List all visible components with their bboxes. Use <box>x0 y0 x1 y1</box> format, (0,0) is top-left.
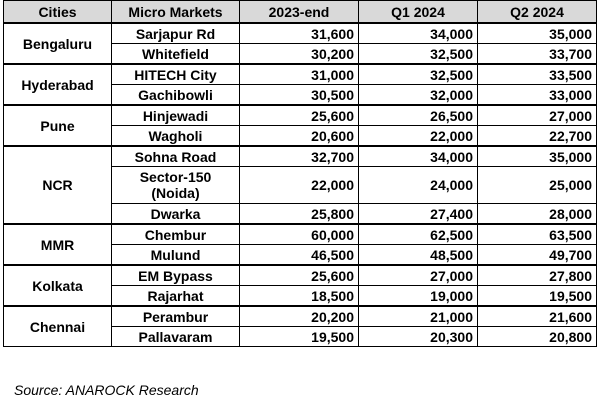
market-cell: Hinjewadi <box>111 104 240 126</box>
value-q2-cell: 28,000 <box>477 203 597 225</box>
table-row: MMR Chembur 60,000 62,500 63,500 <box>3 223 597 266</box>
value-q1-cell: 32,000 <box>358 84 478 106</box>
value-q2-cell: 22,700 <box>477 125 597 147</box>
value-2023-cell: 20,200 <box>239 305 359 327</box>
city-cell-pune: Pune <box>3 104 112 147</box>
market-cell: Dwarka <box>111 203 240 225</box>
table-header: Cities Micro Markets 2023-end Q1 2024 Q2… <box>3 0 597 24</box>
source-note: Source: ANAROCK Research <box>14 382 199 398</box>
header-q1-2024: Q1 2024 <box>358 0 478 24</box>
value-q2-cell: 33,500 <box>477 63 597 85</box>
market-cell: Sector-150 (Noida) <box>111 166 240 204</box>
value-2023-cell: 31,600 <box>239 22 359 44</box>
market-cell: Gachibowli <box>111 84 240 106</box>
value-2023-cell: 19,500 <box>239 326 359 347</box>
value-q2-cell: 19,500 <box>477 285 597 307</box>
market-cell: Whitefield <box>111 43 240 65</box>
value-2023-cell: 60,000 <box>239 223 359 245</box>
table-row: NCR Sohna Road 32,700 34,000 35,000 <box>3 145 597 225</box>
value-q2-cell: 21,600 <box>477 305 597 327</box>
value-q2-cell: 35,000 <box>477 22 597 44</box>
table-row: Dwarka 25,800 27,400 28,000 <box>4 203 597 225</box>
value-2023-cell: 22,000 <box>239 166 359 204</box>
value-q2-cell: 20,800 <box>477 326 597 347</box>
city-cell-mmr: MMR <box>3 223 112 266</box>
table-row: Mulund 46,500 48,500 49,700 <box>4 244 597 266</box>
price-table: Cities Micro Markets 2023-end Q1 2024 Q2… <box>3 0 597 347</box>
market-cell: Sarjapur Rd <box>111 22 240 44</box>
table-row: Bengaluru Sarjapur Rd 31,600 34,000 35,0… <box>3 22 597 65</box>
value-q1-cell: 27,400 <box>358 203 478 225</box>
value-2023-cell: 25,800 <box>239 203 359 225</box>
table-body: Bengaluru Sarjapur Rd 31,600 34,000 35,0… <box>3 22 597 347</box>
value-q2-cell: 27,000 <box>477 104 597 126</box>
table-row: Pune Hinjewadi 25,600 26,500 27,000 <box>3 104 597 147</box>
value-q1-cell: 24,000 <box>358 166 478 204</box>
city-cell-kolkata: Kolkata <box>3 264 112 307</box>
market-cell: HITECH City <box>111 63 240 85</box>
table-container: Cities Micro Markets 2023-end Q1 2024 Q2… <box>3 0 597 347</box>
value-q2-cell: 49,700 <box>477 244 597 266</box>
market-cell: Mulund <box>111 244 240 266</box>
value-q1-cell: 34,000 <box>358 22 478 44</box>
market-cell: EM Bypass <box>111 264 240 286</box>
city-cell-bengaluru: Bengaluru <box>3 22 112 65</box>
table-row: Hyderabad HITECH City 31,000 32,500 33,5… <box>3 63 597 106</box>
value-q2-cell: 33,700 <box>477 43 597 65</box>
value-q1-cell: 48,500 <box>358 244 478 266</box>
table-row: Sector-150 (Noida) 22,000 24,000 25,000 <box>4 166 597 204</box>
value-2023-cell: 30,200 <box>239 43 359 65</box>
table-row: Kolkata EM Bypass 25,600 27,000 27,800 <box>3 264 597 307</box>
table-row: Wagholi 20,600 22,000 22,700 <box>4 125 597 147</box>
value-q1-cell: 20,300 <box>358 326 478 347</box>
header-cities: Cities <box>3 0 112 24</box>
value-q1-cell: 27,000 <box>358 264 478 286</box>
city-cell-chennai: Chennai <box>3 305 112 347</box>
value-2023-cell: 30,500 <box>239 84 359 106</box>
value-q1-cell: 22,000 <box>358 125 478 147</box>
value-q2-cell: 27,800 <box>477 264 597 286</box>
table-row: Pallavaram 19,500 20,300 20,800 <box>4 326 597 347</box>
value-q1-cell: 21,000 <box>358 305 478 327</box>
value-2023-cell: 18,500 <box>239 285 359 307</box>
table-row: Chennai Perambur 20,200 21,000 21,600 <box>3 305 597 347</box>
value-q1-cell: 19,000 <box>358 285 478 307</box>
value-q2-cell: 33,000 <box>477 84 597 106</box>
value-2023-cell: 20,600 <box>239 125 359 147</box>
header-q2-2024: Q2 2024 <box>477 0 597 24</box>
header-row: Cities Micro Markets 2023-end Q1 2024 Q2… <box>3 0 597 24</box>
value-2023-cell: 32,700 <box>239 145 359 167</box>
value-q1-cell: 26,500 <box>358 104 478 126</box>
header-micro-markets: Micro Markets <box>111 0 240 24</box>
market-cell: Rajarhat <box>111 285 240 307</box>
city-cell-hyderabad: Hyderabad <box>3 63 112 106</box>
market-cell: Sohna Road <box>111 145 240 167</box>
market-cell: Perambur <box>111 305 240 327</box>
header-2023-end: 2023-end <box>239 0 359 24</box>
value-q1-cell: 62,500 <box>358 223 478 245</box>
value-q2-cell: 25,000 <box>477 166 597 204</box>
value-q1-cell: 32,500 <box>358 43 478 65</box>
value-q1-cell: 32,500 <box>358 63 478 85</box>
value-2023-cell: 25,600 <box>239 264 359 286</box>
city-cell-ncr: NCR <box>3 145 112 225</box>
value-q2-cell: 63,500 <box>477 223 597 245</box>
value-q1-cell: 34,000 <box>358 145 478 167</box>
market-cell: Wagholi <box>111 125 240 147</box>
value-2023-cell: 46,500 <box>239 244 359 266</box>
value-2023-cell: 25,600 <box>239 104 359 126</box>
market-cell: Pallavaram <box>111 326 240 347</box>
value-2023-cell: 31,000 <box>239 63 359 85</box>
market-cell: Chembur <box>111 223 240 245</box>
value-q2-cell: 35,000 <box>477 145 597 167</box>
